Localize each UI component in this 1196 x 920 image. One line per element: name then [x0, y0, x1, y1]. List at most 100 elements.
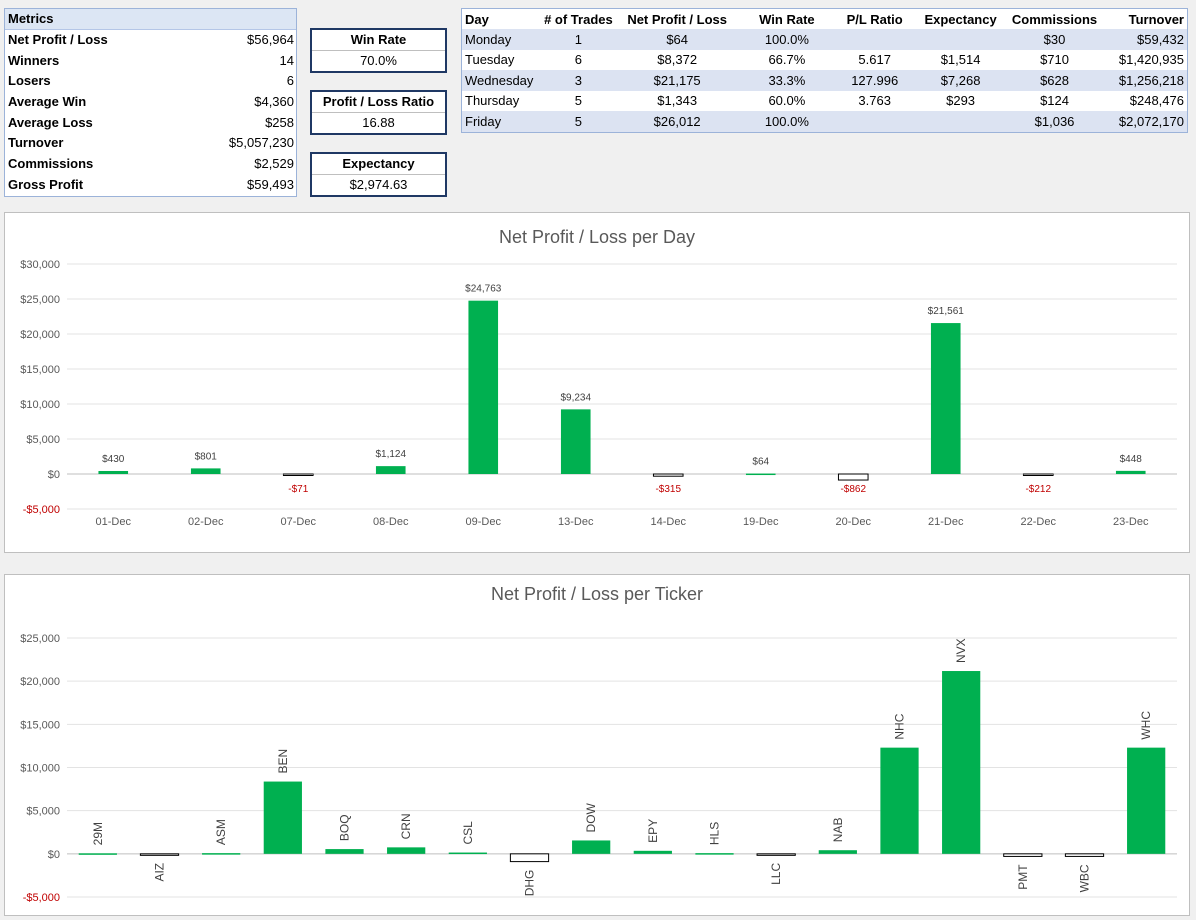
x-tick-label: CRN: [399, 813, 413, 839]
table-cell: 5.617: [858, 52, 891, 68]
day-table-header: # of Trades: [539, 8, 618, 29]
table-cell: $1,036: [1008, 111, 1101, 132]
expectancy-value: $2,974.63: [349, 177, 408, 192]
metric-row: Turnover $5,057,230: [5, 133, 296, 154]
day-table-header: Day: [461, 8, 540, 29]
bar: [695, 853, 734, 855]
profit-loss-ratio-title: Profit / Loss Ratio: [312, 92, 445, 113]
chart-title: Net Profit / Loss per Day: [499, 227, 695, 247]
y-tick-label: $5,000: [26, 434, 60, 446]
data-label: $448: [1120, 454, 1143, 465]
metric-value: $5,057,230: [228, 135, 294, 151]
bar: [509, 853, 550, 863]
x-tick-label: ASM: [214, 819, 228, 845]
profit-loss-ratio-value: 16.88: [362, 115, 395, 130]
bar: [942, 671, 981, 854]
table-cell: $64: [617, 29, 737, 50]
table-cell: 100.0%: [737, 111, 837, 132]
data-label: $9,234: [560, 392, 591, 403]
chart-per-day: Net Profit / Loss per Day -$5,000 $0 $5,000…: [20, 227, 1177, 528]
table-cell: $59,432: [1100, 29, 1188, 50]
y-tick-label: $0: [48, 849, 60, 861]
data-label: $24,763: [465, 284, 502, 295]
x-tick-label: 02-Dec: [188, 516, 224, 528]
win-rate-box: Win Rate 70.0%: [310, 28, 447, 73]
y-tick-label: $5,000: [26, 806, 60, 818]
data-label: -$862: [840, 484, 866, 495]
table-cell: $710: [1040, 52, 1069, 68]
chart-title: Net Profit / Loss per Ticker: [491, 584, 703, 604]
table-cell: $2,072,170: [1100, 111, 1188, 132]
metric-value: $2,529: [254, 156, 294, 172]
metric-value: $258: [265, 114, 294, 130]
x-tick-label: AIZ: [153, 863, 167, 882]
table-cell: 33.3%: [737, 70, 837, 91]
x-tick-label: NAB: [831, 818, 845, 843]
x-tick-label: 19-Dec: [743, 516, 779, 528]
table-cell: $628: [1008, 70, 1101, 91]
metric-row: Losers 6: [5, 71, 296, 92]
x-tick-label: 08-Dec: [373, 516, 409, 528]
bar: [263, 781, 302, 854]
win-rate-title: Win Rate: [312, 30, 445, 51]
metric-label: Net Profit / Loss: [8, 32, 108, 47]
x-tick-label: 23-Dec: [1113, 516, 1149, 528]
y-tick-label: $0: [48, 469, 60, 481]
table-cell: $293: [946, 93, 976, 109]
table-cell: 5: [574, 93, 583, 109]
table-cell: $124: [1040, 93, 1069, 109]
table-cell: [836, 111, 913, 132]
table-cell: 60.0%: [768, 93, 806, 109]
table-cell: Wednesday: [461, 70, 540, 91]
metric-row: Average Loss $258: [5, 113, 296, 134]
table-cell: 100.0%: [737, 29, 837, 50]
chart-per-ticker-panel: Net Profit / Loss per Ticker -$5,000 $0 $5,…: [4, 574, 1190, 916]
metric-row: Average Win $4,360: [5, 92, 296, 113]
bar: [202, 853, 241, 855]
bar: [375, 466, 406, 474]
table-row: Thursday 5 $1,343 60.0% 3.763 $293 $124 $248,47…: [462, 91, 1188, 112]
metric-value: $4,360: [254, 94, 294, 110]
x-tick-label: 22-Dec: [1021, 516, 1057, 528]
metric-label: Average Win: [8, 94, 87, 110]
x-tick-label: DOW: [584, 802, 598, 832]
bar: [190, 468, 221, 474]
y-tick-label: -$5,000: [23, 892, 60, 904]
x-tick-label: 14-Dec: [651, 516, 687, 528]
data-label: $801: [195, 451, 218, 462]
bar: [560, 409, 591, 474]
y-tick-label: $20,000: [20, 329, 60, 341]
x-tick-label: EPY: [646, 819, 660, 843]
day-table-header: Commissions: [1008, 8, 1101, 29]
x-tick-label: 21-Dec: [928, 516, 964, 528]
table-row: Friday 5 $26,012 100.0% $1,036 $2,072,170: [461, 111, 1188, 132]
bar: [880, 747, 919, 854]
metrics-table: Metrics Net Profit / Loss $56,964 Winners 1…: [4, 8, 297, 197]
x-tick-label: NHC: [893, 713, 907, 739]
metric-label: Average Loss: [8, 114, 93, 130]
table-row: Tuesday 6 $8,372 66.7% 5.617 $1,514 $710 $1,420…: [462, 50, 1188, 71]
day-table: Day # of Trades Net Profit / Loss Win Rate P…: [461, 8, 1188, 133]
bar: [818, 850, 857, 854]
y-tick-label: $20,000: [20, 676, 60, 688]
metric-row: Gross Profit $59,493: [5, 175, 296, 196]
day-table-header: Win Rate: [737, 8, 837, 29]
table-cell: [912, 111, 1009, 132]
win-rate-value: 70.0%: [360, 53, 397, 68]
bar: [78, 853, 117, 855]
bar: [1022, 473, 1054, 476]
x-tick-label: CSL: [461, 821, 475, 845]
bar: [837, 473, 869, 481]
metric-value: $59,493: [247, 176, 294, 192]
bar: [282, 473, 314, 476]
x-tick-label: WHC: [1139, 711, 1153, 740]
bar: [930, 323, 961, 474]
data-label: $1,124: [375, 449, 406, 460]
bar: [139, 853, 180, 856]
data-label: $64: [752, 457, 769, 468]
x-tick-label: PMT: [1016, 864, 1030, 890]
bar: [1127, 747, 1166, 854]
table-cell: 66.7%: [768, 52, 806, 68]
table-cell: $8,372: [657, 52, 698, 68]
table-cell: Monday: [461, 29, 540, 50]
